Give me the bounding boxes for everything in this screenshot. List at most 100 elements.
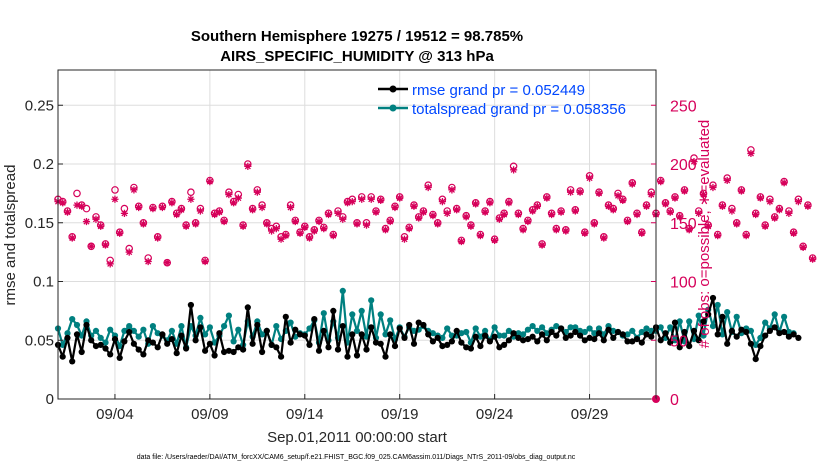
rmse-point xyxy=(278,353,285,360)
rmse-point xyxy=(221,348,228,356)
chart-title-line2: AIRS_SPECIFIC_HUMIDITY @ 313 hPa xyxy=(220,48,494,65)
spread-point xyxy=(714,301,721,309)
spread-point xyxy=(168,327,175,334)
obs-evaluated-marker xyxy=(457,237,466,246)
obs-evaluated-marker xyxy=(780,179,788,187)
spread-point xyxy=(154,330,161,337)
rmse-point xyxy=(353,352,361,359)
obs-evaluated-marker xyxy=(752,210,760,219)
obs-evaluated-marker xyxy=(234,194,242,202)
legend: rmse grand pr = 0.052449 totalspread gra… xyxy=(378,82,626,118)
spread-point xyxy=(553,323,560,330)
right-y-tick-label: 150 xyxy=(670,216,697,233)
obs-evaluated-marker xyxy=(448,186,456,194)
spread-point xyxy=(638,328,645,336)
obs-evaluated-marker xyxy=(187,195,195,203)
rmse-point xyxy=(263,327,270,334)
spread-point xyxy=(230,338,237,345)
rmse-point xyxy=(202,347,209,354)
obs-evaluated-marker xyxy=(434,220,442,228)
rmse-point xyxy=(733,333,740,340)
obs-evaluated-marker xyxy=(163,259,171,267)
spread-point xyxy=(206,324,213,331)
obs-evaluated-marker xyxy=(761,222,769,230)
obs-evaluated-marker xyxy=(623,217,632,226)
x-tick-label: 09/14 xyxy=(286,406,324,423)
spread-point xyxy=(377,311,384,318)
obs-evaluated-marker xyxy=(642,202,651,210)
rmse-point xyxy=(387,331,394,338)
spread-point xyxy=(771,311,778,318)
spread-point xyxy=(382,331,389,338)
rmse-point xyxy=(671,319,679,326)
spread-point xyxy=(577,327,584,334)
obs-evaluated-marker xyxy=(291,217,299,226)
spread-point xyxy=(667,324,674,331)
right-y-tick-label: 200 xyxy=(670,157,697,174)
obs-evaluated-marker xyxy=(73,201,81,209)
obs-evaluated-marker xyxy=(154,234,162,242)
obs-evaluated-marker xyxy=(329,232,337,240)
obs-evaluated-marker xyxy=(756,194,765,202)
spread-point xyxy=(496,332,503,339)
rmse-point xyxy=(524,336,532,343)
rmse-point xyxy=(259,348,266,356)
spread-point xyxy=(221,323,228,330)
obs-evaluated-marker xyxy=(296,229,304,237)
rmse-point xyxy=(69,358,76,365)
rmse-point xyxy=(168,336,175,343)
obs-evaluated-marker xyxy=(429,212,437,220)
obs-evaluated-marker xyxy=(405,225,413,233)
spread-point xyxy=(477,333,484,340)
spread-point xyxy=(515,330,522,337)
rmse-point xyxy=(534,338,541,345)
obs-evaluated-marker xyxy=(424,183,432,192)
rmse-point xyxy=(520,337,527,344)
spread-point xyxy=(482,327,489,334)
spread-point xyxy=(429,330,436,337)
obs-evaluated-marker xyxy=(391,203,399,212)
obs-evaluated-marker xyxy=(486,199,494,207)
x-axis-label: Sep.01,2011 00:00:00 start xyxy=(267,429,448,446)
obs-evaluated-marker xyxy=(462,213,470,221)
rmse-point xyxy=(444,341,451,348)
obs-evaluated-marker xyxy=(519,226,527,234)
spread-point xyxy=(586,325,593,332)
rmse-point xyxy=(747,340,755,347)
obs-evaluated-marker xyxy=(481,208,489,216)
rmse-point xyxy=(396,325,403,332)
obs-evaluated-marker xyxy=(733,220,741,228)
rmse-point xyxy=(657,337,664,344)
obs-evaluated-marker xyxy=(543,194,551,202)
obs-evaluated-marker xyxy=(491,236,499,244)
rmse-point xyxy=(268,341,275,348)
spread-point xyxy=(529,323,536,330)
obs-evaluated-marker xyxy=(78,202,86,210)
rmse-point xyxy=(762,332,769,339)
obs-evaluated-marker xyxy=(728,207,736,215)
rmse-point xyxy=(600,337,607,344)
spread-point xyxy=(762,319,769,326)
rmse-point xyxy=(477,343,484,350)
rmse-point xyxy=(401,334,408,341)
x-axis-ticks: 09/04 09/09 09/14 09/19 09/24 09/29 xyxy=(96,394,608,423)
spread-point xyxy=(539,324,546,331)
rmse-point xyxy=(249,340,256,347)
rmse-point xyxy=(230,348,237,356)
rmse-point xyxy=(415,319,422,326)
rmse-point xyxy=(539,331,546,338)
rmse-point xyxy=(425,331,432,338)
rmse-point xyxy=(88,337,95,344)
rmse-point xyxy=(558,325,565,332)
rmse-point xyxy=(59,353,66,360)
spread-point xyxy=(225,312,232,319)
obs-evaluated-marker xyxy=(671,194,679,202)
obs-evaluated-marker xyxy=(116,229,124,237)
spread-point xyxy=(676,318,683,325)
obs-evaluated-marker xyxy=(211,210,219,219)
rmse-point xyxy=(116,354,123,361)
rmse-point xyxy=(282,313,289,320)
x-tick-label: 09/04 xyxy=(96,406,134,423)
obs-evaluated-marker xyxy=(557,208,565,216)
obs-evaluated-marker xyxy=(676,213,684,221)
